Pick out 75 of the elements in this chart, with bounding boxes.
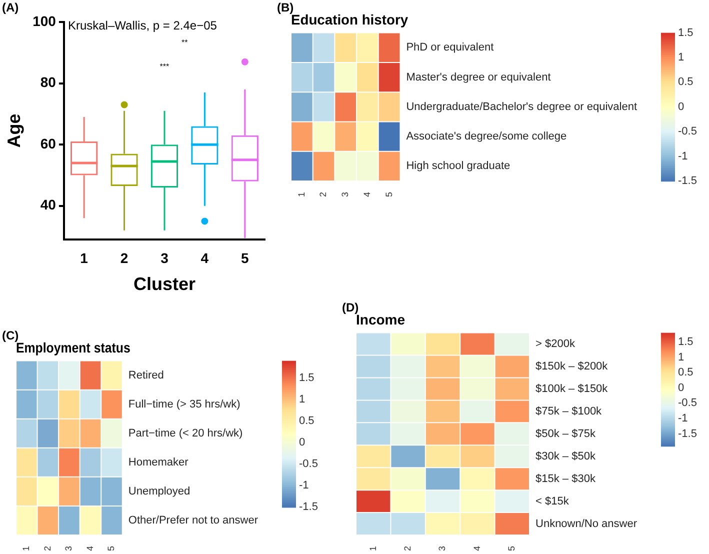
x-tick-label: 4 — [362, 192, 372, 198]
x-tick-label: 4 — [84, 546, 95, 552]
x-tick-label: 2 — [318, 192, 328, 198]
y-tick-label: Homemaker — [128, 456, 189, 468]
text: (A) — [2, 0, 19, 14]
color-bar-label: 0.5 — [299, 415, 314, 428]
color-bar-label: 1 — [678, 351, 684, 364]
y-tick-label: $50k – $75k — [536, 428, 596, 440]
x-tick-label: 5 — [506, 546, 517, 552]
color-bar-label: -1.5 — [299, 501, 318, 514]
x-tick-label: 1 — [296, 192, 306, 198]
text: (B) — [277, 0, 294, 14]
color-bar-label: 0 — [299, 436, 306, 449]
color-bar-label: -1 — [678, 412, 688, 425]
y-tick-label: < $15k — [536, 495, 570, 508]
y-axis-title: Age — [4, 114, 24, 148]
x-tick-label: 5 — [240, 250, 249, 266]
y-tick-label: Unemployed — [128, 485, 190, 498]
color-bar-label: 0.5 — [678, 76, 694, 88]
y-tick-label: $100k – $150k — [536, 382, 608, 395]
color-bar-label: -1 — [678, 150, 688, 162]
y-tick-label: $30k – $50k — [536, 450, 596, 462]
x-tick-label: 3 — [340, 192, 350, 198]
text: (D) — [342, 300, 359, 314]
x-tick-label: 3 — [160, 250, 169, 266]
y-tick-label: $150k – $200k — [536, 360, 608, 373]
y-tick-label: Master's degree or equivalent — [406, 71, 551, 84]
color-bar-label: 1.5 — [678, 336, 694, 348]
y-tick-label: 60 — [40, 135, 56, 152]
color-bar-label: -1.5 — [678, 175, 697, 188]
y-tick-label: 100 — [32, 12, 56, 29]
color-bar-label: 1 — [678, 52, 684, 64]
annotation: Kruskal–Wallis, p = 2.4e−05 — [68, 18, 218, 32]
y-tick-label: Unknown/No answer — [536, 518, 638, 530]
y-tick-label: Full−time (> 35 hrs/wk) — [128, 398, 240, 410]
color-bar-label: 0 — [678, 100, 684, 113]
y-tick-label: $15k – $30k — [536, 472, 596, 485]
color-bar-label: -1.5 — [678, 428, 697, 440]
y-tick-label: 80 — [40, 74, 56, 90]
x-tick-label: 3 — [64, 546, 74, 552]
y-tick-label: Other/Prefer not to answer — [128, 514, 258, 527]
y-tick-label: PhD or equivalent — [406, 42, 494, 54]
y-tick-label: Part−time (< 20 hrs/wk) — [128, 427, 243, 440]
text: (C) — [2, 328, 19, 342]
color-bar-label: 0.5 — [678, 366, 694, 379]
annotation: *** — [160, 62, 170, 72]
color-bar-label: 1.5 — [678, 26, 694, 39]
color-bar-label: -0.5 — [299, 458, 318, 470]
chart-title: Employment status — [16, 340, 130, 356]
x-tick-label: 3 — [437, 546, 448, 552]
x-tick-label: 2 — [42, 546, 52, 552]
x-axis-title: Cluster — [133, 274, 196, 294]
x-tick-label: 1 — [21, 546, 32, 552]
x-tick-label: 5 — [384, 192, 394, 198]
x-tick-label: 1 — [368, 546, 378, 552]
color-bar-label: -0.5 — [678, 126, 697, 138]
color-bar-label: -1 — [299, 480, 309, 492]
y-tick-label: Retired — [128, 369, 164, 382]
color-bar-label: 0 — [678, 382, 684, 394]
y-tick-label: Associate's degree/some college — [406, 130, 567, 143]
y-tick-label: > $200k — [536, 338, 576, 350]
y-tick-label: 40 — [40, 196, 56, 213]
color-bar-label: -0.5 — [678, 397, 697, 410]
x-tick-label: 4 — [472, 546, 482, 552]
y-tick-label: High school graduate — [406, 160, 510, 172]
y-tick-label: Undergraduate/Bachelor's degree or equivalent — [406, 100, 638, 113]
color-bar-label: 1.5 — [299, 372, 314, 384]
x-tick-label: 2 — [120, 250, 128, 266]
y-tick-label: $75k – $100k — [536, 405, 602, 418]
color-bar-label: 1 — [299, 394, 306, 406]
x-tick-label: 5 — [106, 546, 116, 552]
x-tick-label: 1 — [80, 250, 88, 266]
annotation: ** — [181, 38, 188, 48]
x-tick-label: 2 — [402, 546, 413, 552]
x-tick-label: 4 — [200, 250, 209, 266]
